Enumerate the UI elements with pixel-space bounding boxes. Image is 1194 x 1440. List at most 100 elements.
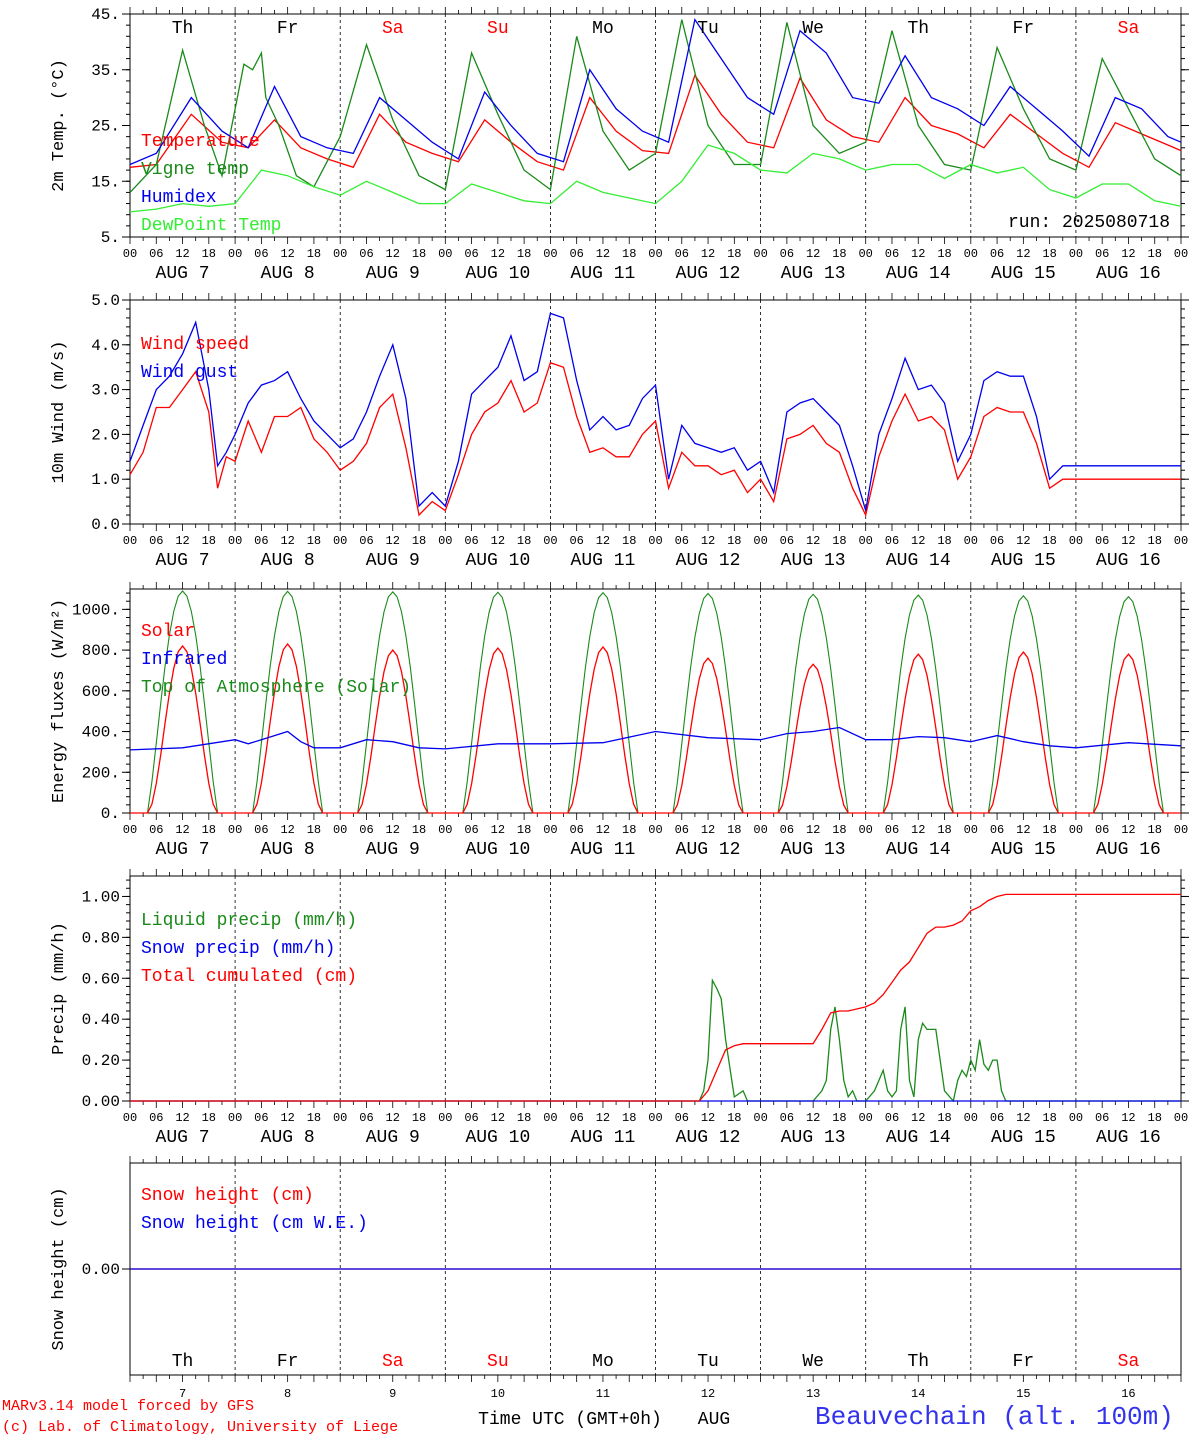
- date-number-label: 14: [911, 1387, 925, 1401]
- hour-tick-label: 00: [753, 823, 767, 837]
- hour-tick-label: 12: [386, 823, 400, 837]
- hour-tick-label: 12: [596, 823, 610, 837]
- weekday-label-bottom: Fr: [1013, 1352, 1035, 1372]
- hour-tick-label: 18: [937, 247, 951, 261]
- hour-tick-label: 00: [1174, 247, 1188, 261]
- hour-tick-label: 06: [149, 1111, 163, 1125]
- date-label: AUG 12: [676, 840, 741, 860]
- hour-tick-label: 00: [123, 1111, 137, 1125]
- date-label: AUG 14: [886, 551, 951, 571]
- weekday-label-bottom: Fr: [277, 1352, 299, 1372]
- legend-entry: Snow height (cm): [141, 1186, 314, 1206]
- hour-tick-label: 06: [885, 1111, 899, 1125]
- hour-tick-label: 00: [333, 1111, 347, 1125]
- date-number-label: 13: [806, 1387, 820, 1401]
- panel-frame-3: [129, 875, 1182, 1102]
- credit-line-2: (c) Lab. of Climatology, University of L…: [2, 1419, 399, 1436]
- date-label: AUG 15: [991, 264, 1056, 284]
- hour-tick-label: 00: [964, 823, 978, 837]
- hour-tick-label: 12: [175, 823, 189, 837]
- hour-tick-label: 06: [990, 534, 1004, 548]
- weekday-label-bottom: Sa: [1118, 1352, 1140, 1372]
- hour-tick-label: 06: [990, 247, 1004, 261]
- series-line-infrared: [129, 726, 1182, 751]
- hour-tick-label: 12: [386, 534, 400, 548]
- series-line-vigne-temp: [129, 19, 1182, 193]
- date-label: AUG 16: [1096, 1128, 1161, 1148]
- hour-tick-label: 00: [543, 247, 557, 261]
- y-axis-label: Snow height (cm): [50, 1187, 69, 1350]
- hour-tick-label: 06: [359, 247, 373, 261]
- hour-tick-label: 18: [727, 1111, 741, 1125]
- weekday-label-bottom: Tu: [697, 1352, 719, 1372]
- hour-tick-label: 12: [911, 247, 925, 261]
- date-number-label: 10: [491, 1387, 505, 1401]
- hour-tick-label: 06: [990, 823, 1004, 837]
- hour-tick-label: 00: [648, 1111, 662, 1125]
- date-number-label: 16: [1121, 1387, 1135, 1401]
- legend-entry: Top of Atmosphere (Solar): [141, 678, 411, 698]
- hour-tick-label: 06: [464, 534, 478, 548]
- hour-tick-label: 12: [280, 823, 294, 837]
- date-label: AUG 16: [1096, 264, 1161, 284]
- date-label: AUG 13: [781, 1128, 846, 1148]
- hour-tick-label: 12: [806, 247, 820, 261]
- hour-tick-label: 12: [911, 1111, 925, 1125]
- hour-tick-label: 06: [780, 247, 794, 261]
- series-line-solar: [235, 642, 341, 814]
- hour-tick-label: 18: [832, 823, 846, 837]
- date-label: AUG 11: [571, 840, 636, 860]
- hour-tick-label: 06: [149, 247, 163, 261]
- series-line-toa: [550, 591, 656, 814]
- weekday-label-top: Fr: [277, 19, 299, 39]
- series-line-solar: [445, 647, 551, 814]
- date-label: AUG 15: [991, 1128, 1056, 1148]
- y-tick-label: 2.0: [91, 426, 120, 444]
- hour-tick-label: 12: [386, 1111, 400, 1125]
- hour-tick-label: 18: [517, 823, 531, 837]
- hour-tick-label: 06: [885, 247, 899, 261]
- run-label: run: 2025080718: [1008, 213, 1170, 233]
- date-label: AUG 14: [886, 1128, 951, 1148]
- date-number-label: 7: [179, 1387, 186, 1401]
- hour-tick-label: 18: [937, 823, 951, 837]
- date-label: AUG 10: [465, 551, 530, 571]
- weekday-label-top: Th: [172, 19, 194, 39]
- hour-tick-label: 18: [937, 1111, 951, 1125]
- hour-tick-label: 12: [1016, 823, 1030, 837]
- hour-tick-label: 12: [701, 534, 715, 548]
- hour-tick-label: 00: [228, 534, 242, 548]
- hour-tick-label: 18: [307, 1111, 321, 1125]
- hour-tick-label: 00: [648, 534, 662, 548]
- date-number-label: 8: [284, 1387, 291, 1401]
- hour-tick-label: 06: [254, 534, 268, 548]
- hour-tick-label: 12: [806, 534, 820, 548]
- hour-tick-label: 00: [438, 823, 452, 837]
- weekday-label-top: Fr: [1013, 19, 1035, 39]
- hour-tick-label: 12: [491, 247, 505, 261]
- hour-tick-label: 18: [307, 247, 321, 261]
- legend-entry: Snow height (cm W.E.): [141, 1214, 368, 1234]
- weekday-label-bottom: Sa: [382, 1352, 404, 1372]
- hour-tick-label: 18: [622, 1111, 636, 1125]
- date-label: AUG 16: [1096, 551, 1161, 571]
- legend-entry: Infrared: [141, 650, 227, 670]
- hour-tick-label: 12: [1121, 534, 1135, 548]
- legend-entry: DewPoint Temp: [141, 216, 281, 236]
- month-label: AUG: [698, 1410, 730, 1430]
- hour-tick-label: 06: [254, 823, 268, 837]
- date-label: AUG 15: [991, 551, 1056, 571]
- hour-tick-label: 00: [1069, 823, 1083, 837]
- station-label: Beauvechain (alt. 100m): [815, 1402, 1174, 1432]
- y-tick-label: 1.0: [91, 471, 120, 489]
- legend-entry: Total cumulated (cm): [141, 967, 357, 987]
- hour-tick-label: 00: [1069, 1111, 1083, 1125]
- hour-tick-label: 18: [1148, 1111, 1162, 1125]
- hour-tick-label: 12: [1121, 823, 1135, 837]
- hour-tick-label: 06: [569, 247, 583, 261]
- hour-tick-label: 18: [412, 1111, 426, 1125]
- date-label: AUG 10: [465, 264, 530, 284]
- series-line-toa: [235, 590, 341, 814]
- hour-tick-label: 00: [858, 247, 872, 261]
- hour-tick-label: 18: [517, 1111, 531, 1125]
